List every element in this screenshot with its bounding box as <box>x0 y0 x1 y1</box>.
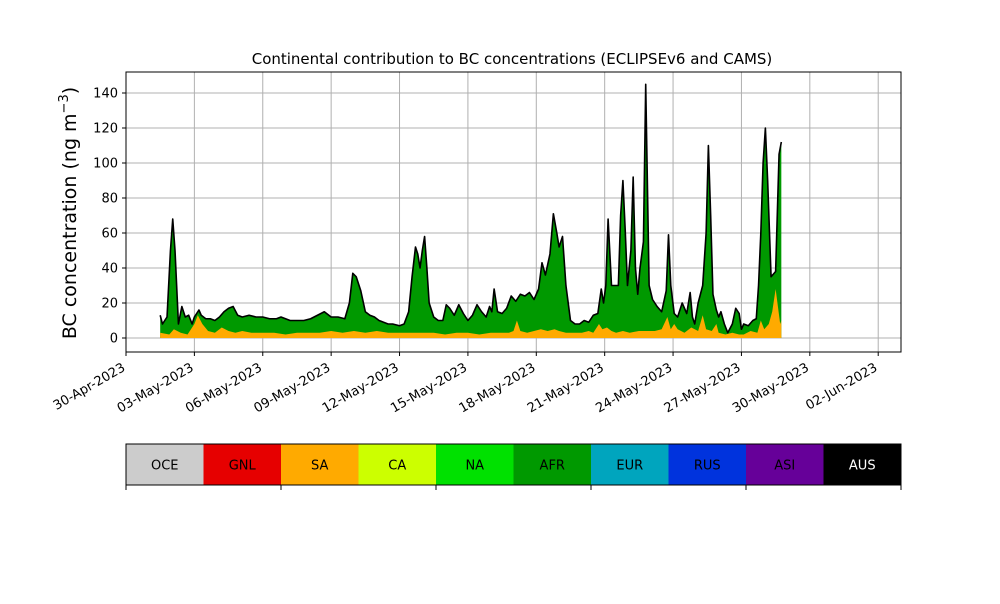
y-tick-label: 100 <box>93 157 118 172</box>
plot-frame <box>125 71 902 353</box>
legend-label-gnl: GNL <box>229 459 257 474</box>
x-tick-label: 30-May-2023 <box>730 360 812 416</box>
legend-label-afr: AFR <box>540 459 565 474</box>
plot-area: 02040608010012014030-Apr-202303-May-2023… <box>51 71 902 416</box>
legend-label-aus: AUS <box>849 459 876 474</box>
x-tick-label: 15-May-2023 <box>388 360 470 416</box>
x-tick-label: 21-May-2023 <box>525 360 607 416</box>
y-tick-label: 0 <box>110 332 118 347</box>
legend-swatch-eur <box>591 444 669 485</box>
x-tick-label: 02-Jun-2023 <box>803 360 880 413</box>
legend-label-na: NA <box>465 459 484 474</box>
y-tick-label: 140 <box>93 87 118 102</box>
y-tick-label: 80 <box>101 192 118 207</box>
legend-label-sa: SA <box>311 459 328 474</box>
y-tick-label: 120 <box>93 122 118 137</box>
legend-swatch-na <box>436 444 514 485</box>
legend-swatch-gnl <box>203 444 281 485</box>
x-tick-label: 06-May-2023 <box>183 360 265 416</box>
x-tick-label: 18-May-2023 <box>457 360 539 416</box>
x-tick-label: 09-May-2023 <box>251 360 333 416</box>
legend-label-rus: RUS <box>694 459 721 474</box>
legend-swatch-oce <box>126 444 204 485</box>
y-axis-label-main: BC concentration (ng m <box>59 113 81 339</box>
x-tick-label: 03-May-2023 <box>115 360 197 416</box>
chart-title: Continental contribution to BC concentra… <box>252 50 773 68</box>
y-axis-label-close: ) <box>59 87 81 94</box>
y-axis-label: BC concentration (ng m−3) <box>57 87 81 339</box>
legend-swatch-afr <box>513 444 591 485</box>
legend-label-eur: EUR <box>616 459 643 474</box>
legend-swatch-asi <box>746 444 824 485</box>
afr-contribution-area <box>160 84 782 338</box>
sa-contribution-area <box>160 289 782 338</box>
x-tick-label: 12-May-2023 <box>320 360 402 416</box>
legend-swatch-rus <box>668 444 746 485</box>
y-tick-label: 20 <box>101 297 118 312</box>
legend-swatch-aus <box>823 444 901 485</box>
legend-swatch-sa <box>281 444 359 485</box>
x-tick-label: 27-May-2023 <box>662 360 744 416</box>
y-tick-label: 40 <box>101 262 118 277</box>
y-axis-label-superscript: −3 <box>57 94 72 113</box>
legend-label-ca: CA <box>388 459 406 474</box>
x-tick-label: 24-May-2023 <box>593 360 675 416</box>
legend-frame <box>125 443 902 486</box>
legend-label-asi: ASI <box>774 459 795 474</box>
total-concentration-line <box>159 83 783 334</box>
region-legend-colorbar: OCE GNL SA CA NA AFR EUR RUS ASI AUS <box>125 443 902 490</box>
legend-label-oce: OCE <box>151 459 179 474</box>
y-tick-label: 60 <box>101 227 118 242</box>
legend-swatch-ca <box>358 444 436 485</box>
